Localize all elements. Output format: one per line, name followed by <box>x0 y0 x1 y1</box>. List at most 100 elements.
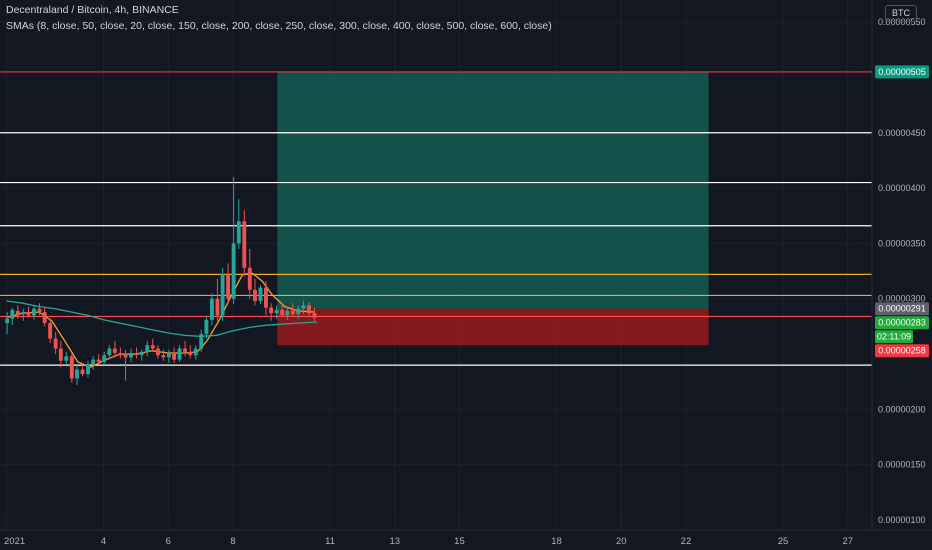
candle-body <box>150 345 155 349</box>
candle-body <box>58 348 63 361</box>
candle <box>96 354 101 366</box>
candle-body <box>129 352 133 358</box>
candle <box>290 303 295 317</box>
price-tag: 0.00000291 <box>875 302 929 316</box>
price-tag: 0.00000505 <box>875 65 929 79</box>
price-tag-label: 0.00000283 <box>878 318 926 328</box>
price-tag: 0.00000283 <box>875 316 929 330</box>
time-tick-label: 11 <box>325 536 335 547</box>
candle <box>199 329 204 352</box>
candle-body <box>26 312 31 316</box>
candle <box>301 300 306 315</box>
candle <box>274 305 279 319</box>
candle-body <box>290 310 295 315</box>
candle <box>58 340 63 368</box>
candle <box>139 349 144 361</box>
candle <box>177 345 182 362</box>
price-tick-label: 0.00000150 <box>878 460 926 470</box>
candle <box>145 340 150 357</box>
candle <box>134 347 139 359</box>
chart-title: Decentraland / Bitcoin, 4h, BINANCE <box>6 4 179 16</box>
candle <box>80 362 85 377</box>
indicator-legend[interactable]: SMAs (8, close, 50, close, 20, close, 15… <box>6 20 552 32</box>
candle-body <box>193 348 198 356</box>
candle-body <box>231 243 236 299</box>
candle-body <box>5 318 10 324</box>
candle-body <box>42 312 47 324</box>
time-tick-label: 25 <box>778 536 789 547</box>
time-axis[interactable]: 2021 4 6 8 11 13 15 18 20 22 25 27 <box>4 536 853 547</box>
candle-body <box>91 359 96 365</box>
candle-body <box>172 352 177 360</box>
price-tick-label: 0.00000400 <box>878 183 926 193</box>
sma-line <box>6 300 318 338</box>
candle <box>26 306 31 318</box>
candle <box>129 348 133 362</box>
candle <box>188 345 193 359</box>
long-position-tool[interactable] <box>277 71 709 346</box>
candle <box>172 347 177 363</box>
candle-body <box>118 352 123 356</box>
candle-body <box>15 310 20 315</box>
price-tick-label: 0.00000550 <box>878 17 926 27</box>
price-tags: 0.00000505 0.00000291 0.00000283 02:11:09 0.… <box>875 65 929 358</box>
price-tag: 02:11:09 <box>875 330 913 344</box>
candle <box>161 349 166 361</box>
candle <box>69 354 74 383</box>
candle <box>102 351 107 365</box>
candle-body <box>209 298 214 320</box>
candle-body <box>226 274 231 299</box>
candle-body <box>312 313 317 318</box>
candle-body <box>258 287 263 301</box>
candle <box>150 338 155 352</box>
currency-badge[interactable]: BTC <box>885 5 917 22</box>
price-tag-label: 0.00000505 <box>878 67 926 77</box>
candle-body <box>236 221 241 244</box>
candle <box>220 267 225 321</box>
candle <box>53 331 58 355</box>
price-tag-bg <box>875 302 929 316</box>
price-tick-label: 0.00000300 <box>878 294 926 304</box>
candle-body <box>21 312 26 315</box>
candle-body <box>177 348 182 360</box>
candle <box>193 345 198 360</box>
candle-body <box>204 319 209 335</box>
candle <box>280 304 285 317</box>
candle-body <box>307 305 311 314</box>
candle-body <box>215 298 220 316</box>
price-axis[interactable]: 0.00000550 0.00000450 0.00000400 0.00000350… <box>878 17 926 525</box>
time-tick-label: 2021 <box>4 536 25 547</box>
price-tick-label: 0.00000450 <box>878 128 926 138</box>
candle <box>75 365 79 386</box>
candle-body <box>64 356 69 361</box>
candle-body <box>301 305 306 309</box>
candle <box>42 307 47 327</box>
candle <box>204 316 209 339</box>
candle-body <box>285 310 290 316</box>
price-tag-label: 0.00000291 <box>878 304 926 314</box>
time-tick-label: 27 <box>842 536 853 547</box>
candle-body <box>75 369 79 379</box>
position-stop-zone[interactable] <box>277 308 709 346</box>
candle-body <box>274 309 279 314</box>
candle-body <box>253 289 257 301</box>
horizontal-lines[interactable] <box>0 71 872 366</box>
candle <box>5 312 10 335</box>
candle-body <box>139 351 144 356</box>
candle-body <box>247 267 252 290</box>
candle-body <box>220 274 225 316</box>
candle-body <box>102 355 107 362</box>
candle-body <box>145 345 150 352</box>
candle <box>10 307 15 326</box>
candle-body <box>48 323 53 339</box>
time-tick-label: 8 <box>230 536 235 547</box>
price-tick-label: 0.00000350 <box>878 238 926 248</box>
candle <box>242 210 247 277</box>
candle-body <box>269 307 274 314</box>
candle-body <box>134 352 139 356</box>
position-profit-zone[interactable] <box>277 71 709 309</box>
candle-body <box>69 356 74 379</box>
candle <box>48 318 53 344</box>
price-tag: 0.00000258 <box>875 344 929 358</box>
